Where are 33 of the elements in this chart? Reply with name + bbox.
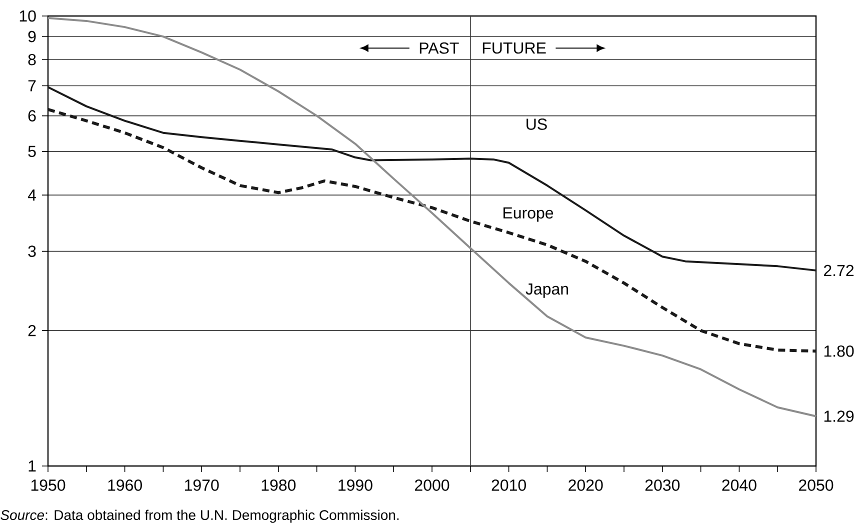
y-tick-label: 5: [28, 146, 36, 158]
series-label: Europe: [504, 207, 554, 222]
y-tick-label: 4: [28, 190, 36, 201]
x-tick-label: 1950: [31, 480, 66, 491]
x-tick-label: 1970: [185, 480, 219, 491]
line-series: [47, 86, 818, 272]
data-label: 1.80: [824, 345, 854, 357]
data-label: 2.72: [824, 264, 854, 276]
y-tick-label: 1: [28, 460, 36, 472]
line-series: [47, 16, 818, 418]
x-tick-label: 2050: [799, 480, 834, 491]
line-series: [46, 108, 818, 353]
x-tick-label: 1960: [108, 480, 142, 491]
y-tick-label: 7: [28, 80, 36, 92]
y-tick-label: 9: [28, 30, 36, 42]
y-tick-label: 3: [28, 246, 36, 257]
x-tick-label: 2020: [568, 480, 603, 491]
y-tick-label: 8: [28, 54, 36, 66]
text: Source: Data obtained from the U.N. Demographic Commission.: [0, 510, 399, 523]
annotation: PAST: [420, 42, 459, 54]
series-label: Japan: [526, 283, 568, 298]
data-label: 1.29: [824, 410, 854, 422]
x-tick-label: 2010: [492, 480, 526, 491]
annotation: FUTURE: [482, 42, 546, 54]
text: US: [526, 118, 547, 130]
x-tick-label: 2040: [722, 480, 756, 491]
y-tick-label: 2: [28, 324, 36, 336]
x-tick-label: 1990: [338, 480, 372, 491]
y-tick-label: 6: [28, 110, 36, 122]
x-tick-label: 1980: [262, 480, 296, 491]
x-tick-label: 2030: [645, 480, 680, 491]
x-tick-label: 2000: [415, 480, 450, 491]
y-tick-label: 10: [20, 10, 36, 22]
